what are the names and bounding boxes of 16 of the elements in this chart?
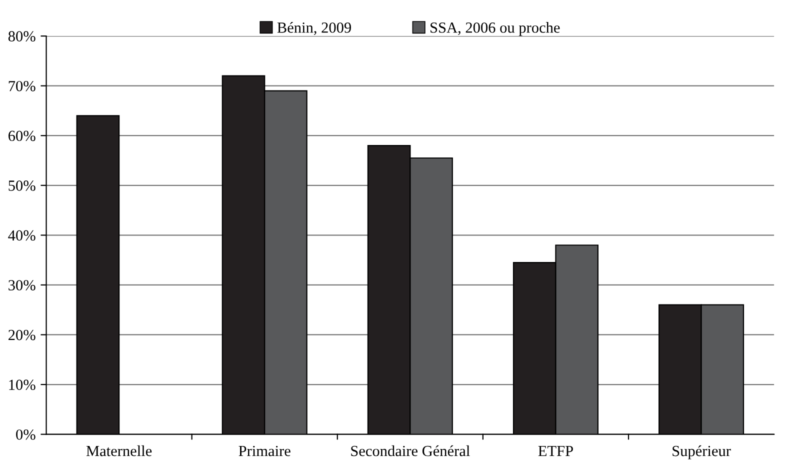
y-tick-label: 80% xyxy=(8,31,36,42)
legend-label: SSA, 2006 ou proche xyxy=(430,22,560,36)
legend-label: Bénin, 2009 xyxy=(277,22,351,35)
x-tick-label: Secondaire Général xyxy=(351,445,470,456)
y-tick-label: 40% xyxy=(8,230,36,241)
y-tick-label: 30% xyxy=(8,280,36,290)
y-tick-label: 20% xyxy=(8,330,36,340)
y-tick-label: 0% xyxy=(16,429,36,440)
x-tick-label: Supérieur xyxy=(672,445,731,460)
x-tick-label: ETFP xyxy=(538,446,573,456)
x-tick-label: Primaire xyxy=(238,446,290,456)
x-tick-label: Maternelle xyxy=(86,445,152,456)
y-tick-label: 60% xyxy=(8,130,36,142)
y-tick-label: 70% xyxy=(8,80,36,92)
y-tick-label: 50% xyxy=(8,180,36,191)
y-tick-label: 10% xyxy=(9,380,36,390)
